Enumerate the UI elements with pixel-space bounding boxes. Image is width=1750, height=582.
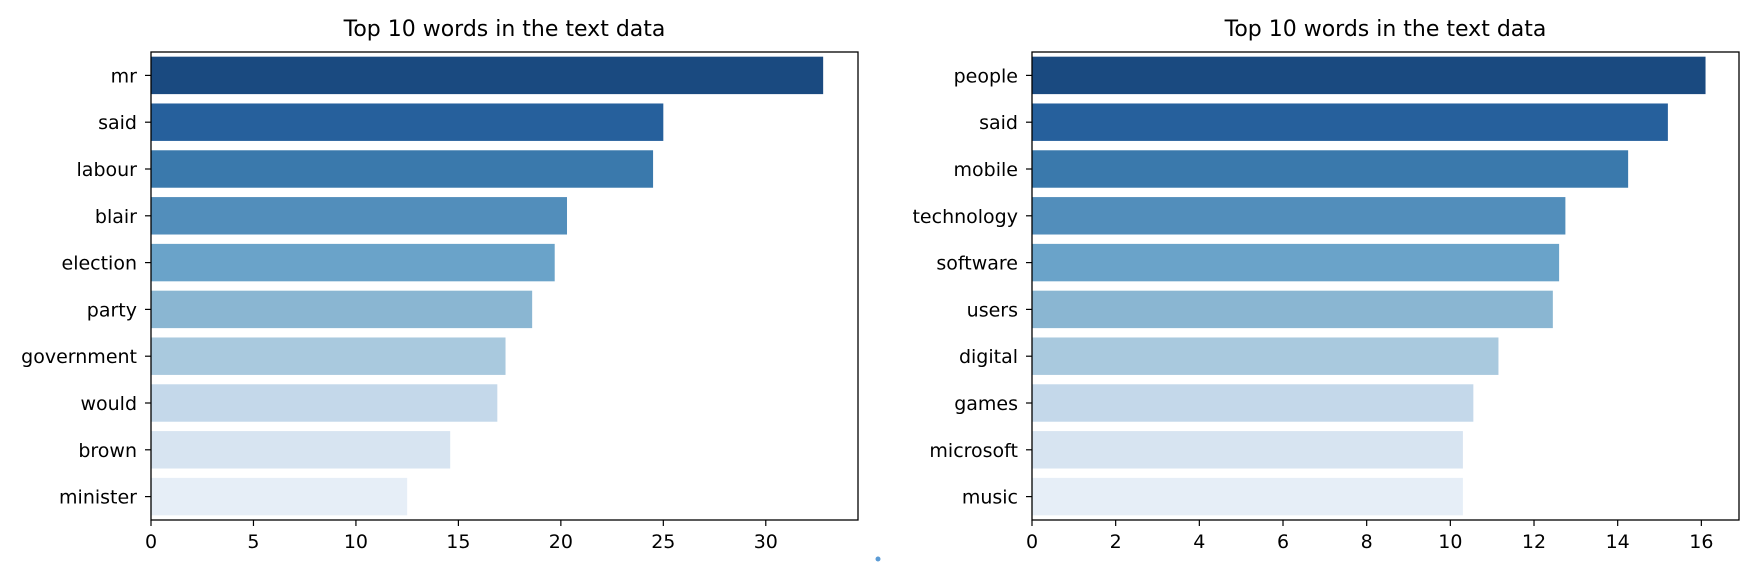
bar-would bbox=[151, 384, 498, 422]
bar-minister bbox=[151, 477, 408, 516]
category-label: technology bbox=[912, 206, 1018, 228]
plot-frame bbox=[1031, 51, 1740, 521]
bar-government bbox=[151, 337, 506, 375]
x-tick-label: 2 bbox=[1110, 531, 1122, 553]
x-tick-label: 5 bbox=[247, 531, 259, 553]
x-tick-label: 8 bbox=[1361, 531, 1373, 553]
category-label: software bbox=[936, 253, 1018, 275]
bar-software bbox=[1032, 243, 1560, 282]
bar-election bbox=[151, 243, 555, 282]
bar-people bbox=[1032, 56, 1706, 95]
chart-right-top-words: Top 10 words in the text data people said m… bbox=[912, 17, 1740, 553]
category-label: minister bbox=[59, 487, 137, 509]
x-tick-label: 0 bbox=[1026, 531, 1038, 553]
bar-microsoft bbox=[1032, 431, 1463, 469]
category-label: digital bbox=[959, 346, 1018, 368]
category-label: said bbox=[979, 112, 1018, 134]
category-label: users bbox=[967, 299, 1018, 321]
category-label: mr bbox=[111, 65, 138, 87]
bar-blair bbox=[151, 197, 568, 235]
chart-title: Top 10 words in the text data bbox=[343, 17, 666, 42]
bar-technology bbox=[1032, 197, 1566, 235]
chart-title: Top 10 words in the text data bbox=[1224, 17, 1547, 42]
x-tick-label: 25 bbox=[651, 531, 675, 553]
category-label: labour bbox=[77, 159, 138, 181]
x-tick-label: 30 bbox=[754, 531, 778, 553]
x-tick-label: 6 bbox=[1277, 531, 1289, 553]
category-label: brown bbox=[78, 440, 137, 462]
category-label: blair bbox=[95, 206, 137, 228]
plot-frame bbox=[150, 51, 859, 521]
x-tick-label: 10 bbox=[344, 531, 368, 553]
bar-music bbox=[1032, 477, 1463, 516]
bar-said bbox=[151, 103, 664, 141]
bar-labour bbox=[151, 150, 654, 188]
category-label: music bbox=[962, 487, 1018, 509]
category-label: microsoft bbox=[929, 440, 1018, 462]
category-label: would bbox=[80, 393, 137, 415]
bar-mobile bbox=[1032, 150, 1629, 188]
x-tick-label: 0 bbox=[145, 531, 157, 553]
x-tick-label: 15 bbox=[446, 531, 470, 553]
bar-digital bbox=[1032, 337, 1499, 375]
bar-party bbox=[151, 290, 533, 329]
x-tick-label: 20 bbox=[549, 531, 573, 553]
category-label: people bbox=[954, 65, 1018, 87]
stray-dot bbox=[875, 556, 881, 562]
category-label: games bbox=[954, 393, 1018, 415]
category-label: government bbox=[21, 346, 137, 368]
category-label: party bbox=[87, 299, 137, 321]
bar-games bbox=[1032, 384, 1474, 422]
bar-said bbox=[1032, 103, 1668, 141]
chart-left-top-words: Top 10 words in the text data mr said labou… bbox=[21, 17, 859, 553]
bar-users bbox=[1032, 290, 1553, 329]
x-tick-label: 12 bbox=[1522, 531, 1546, 553]
x-tick-label: 10 bbox=[1438, 531, 1462, 553]
category-label: mobile bbox=[954, 159, 1018, 181]
bar-mr bbox=[151, 56, 824, 95]
x-tick-label: 14 bbox=[1606, 531, 1630, 553]
x-tick-label: 4 bbox=[1193, 531, 1205, 553]
category-label: election bbox=[62, 253, 138, 275]
category-label: said bbox=[98, 112, 137, 134]
bar-brown bbox=[151, 431, 451, 469]
x-tick-label: 16 bbox=[1689, 531, 1713, 553]
